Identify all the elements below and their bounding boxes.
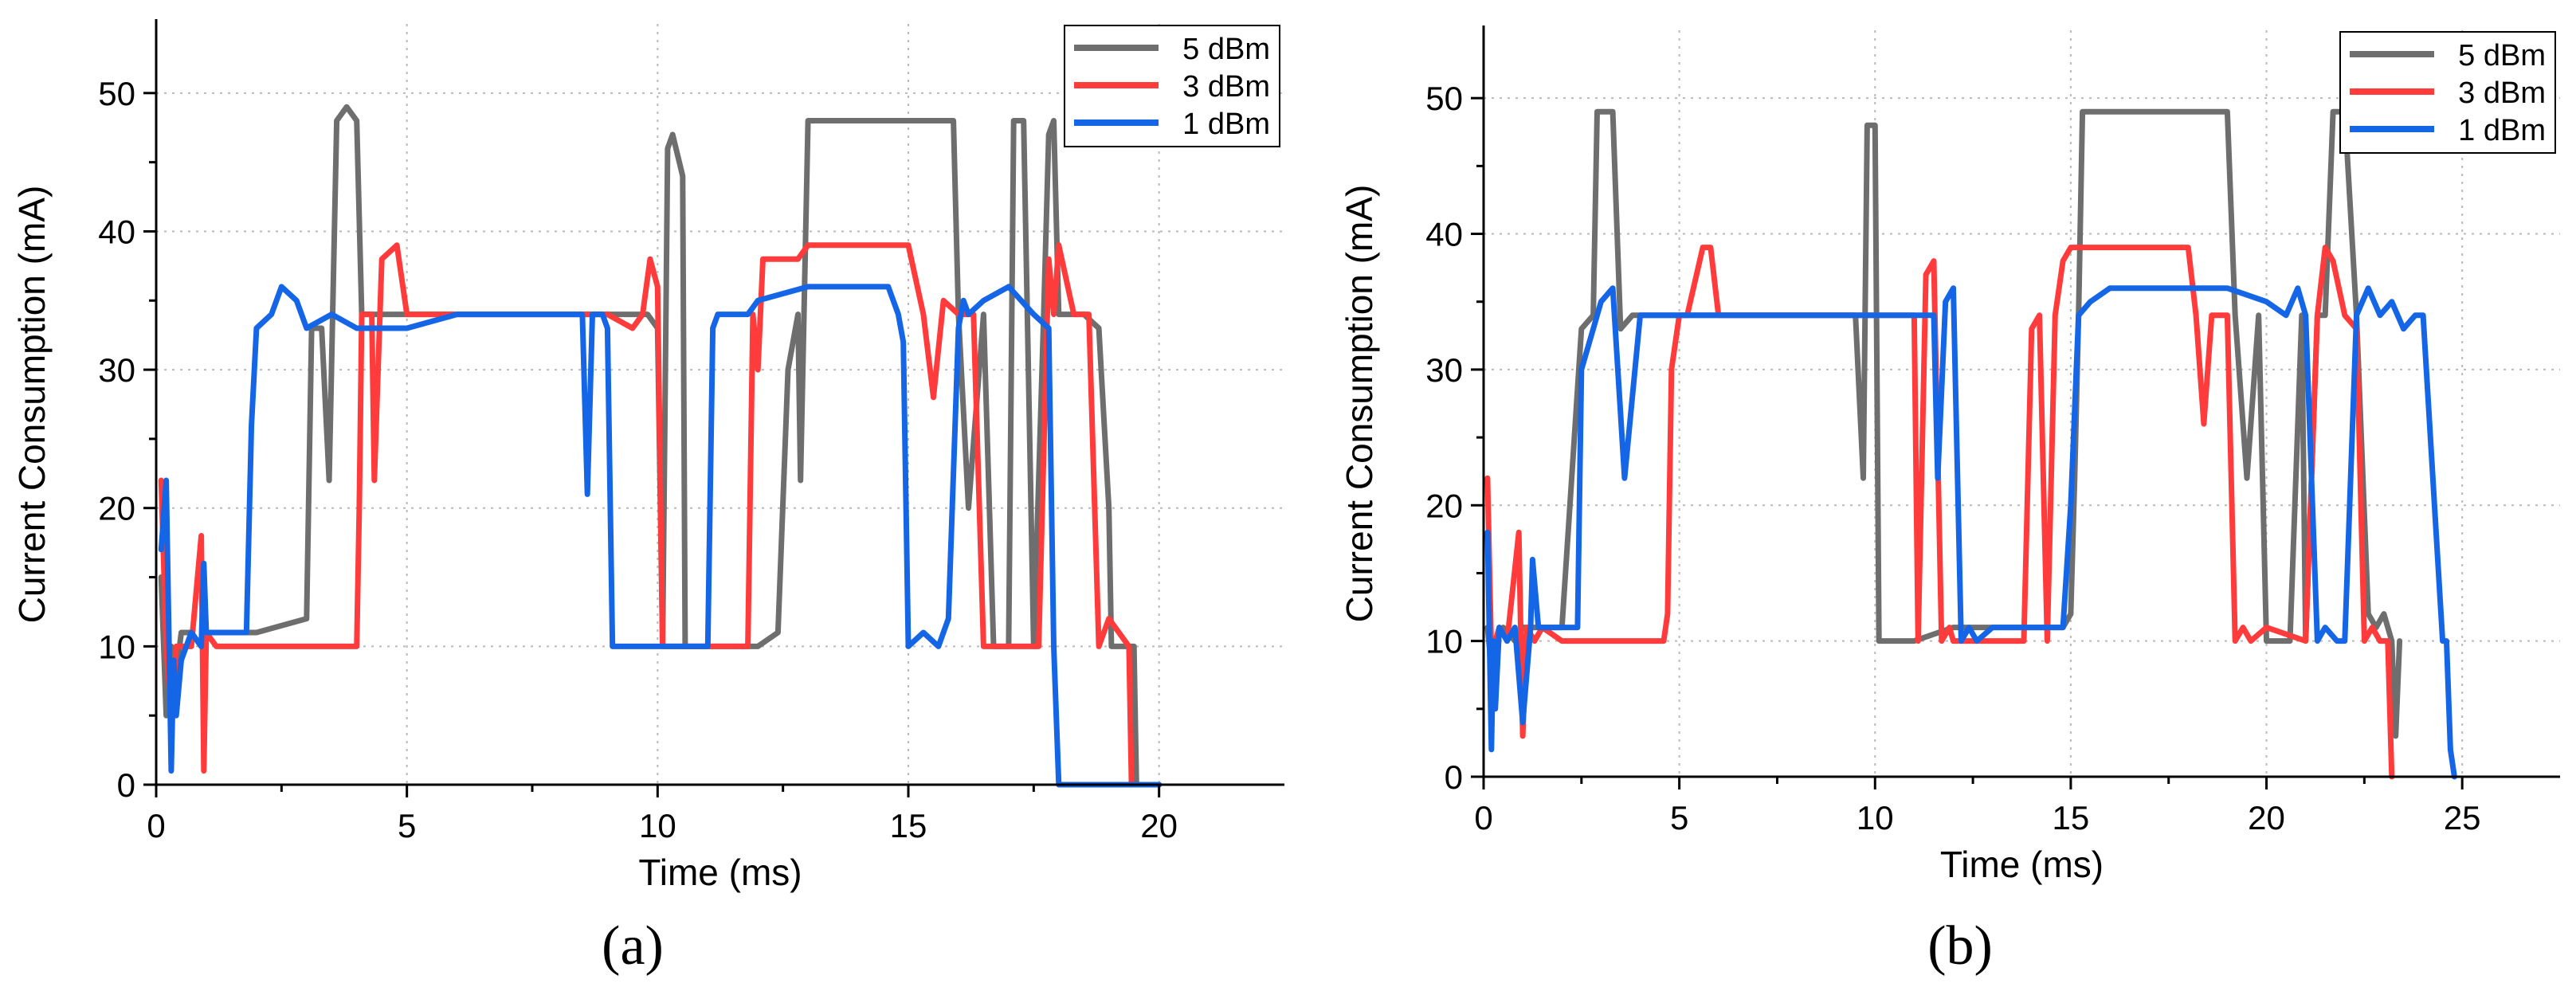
chart-panel-b: 0 5 10 15 20 25 0 10 20 30 40 50 Time (ms) Current Co… [1339,25,2560,885]
x-tick-label-a-0: 0 [147,807,165,844]
x-tick-label-b-1: 5 [1670,799,1688,836]
x-tick-label-a-3: 15 [890,807,927,844]
chart-panel-a: 0 5 10 15 20 0 10 20 30 40 50 Time (ms) Current Cons… [11,19,1284,893]
y-tick-label-b-3: 30 [1425,351,1463,389]
legend-label-b-2: 1 dBm [2458,114,2546,147]
y-axis-title-b: Current Consumption (mA) [1339,185,1380,623]
series-line-a-5-dbm [158,104,1163,788]
x-tick-label-b-0: 0 [1474,799,1492,836]
x-tick-label-b-4: 20 [2248,799,2285,836]
legend-label-a-1: 3 dBm [1182,70,1270,104]
y-tick-label-a-0: 0 [117,766,135,804]
series-line-a-1-dbm [158,284,1163,788]
y-tick-label-a-4: 40 [98,213,135,250]
series-line-b-3-dbm [1484,245,2395,780]
x-tick-label-b-5: 25 [2444,799,2481,836]
y-tick-label-b-1: 10 [1425,623,1463,660]
x-tick-label-a-4: 20 [1140,807,1178,844]
y-tick-label-a-5: 50 [98,75,135,112]
x-tick-label-b-3: 15 [2053,799,2090,836]
x-tick-label-a-2: 10 [639,807,676,844]
legend-label-b-1: 3 dBm [2458,76,2546,110]
panel-caption-b: (b) [1927,915,1993,977]
y-tick-label-a-3: 30 [98,351,135,389]
y-tick-label-b-5: 50 [1425,80,1463,117]
x-axis-title-b: Time (ms) [1940,844,2104,885]
x-tick-label-b-2: 10 [1857,799,1894,836]
y-axis-title-a: Current Consumption (mA) [11,186,53,624]
y-tick-label-a-1: 10 [98,628,135,665]
y-tick-label-a-2: 20 [98,490,135,527]
y-tick-label-b-4: 40 [1425,216,1463,253]
y-tick-label-b-2: 20 [1425,487,1463,524]
x-axis-title-a: Time (ms) [638,852,802,893]
series-line-b-1-dbm [1484,285,2457,780]
panel-caption-a: (a) [602,915,664,977]
y-tick-label-b-0: 0 [1445,758,1463,796]
legend-label-a-0: 5 dBm [1182,33,1270,66]
legend-label-b-0: 5 dBm [2458,39,2546,72]
legend-label-a-2: 1 dBm [1182,108,1270,141]
x-tick-label-a-1: 5 [398,807,416,844]
